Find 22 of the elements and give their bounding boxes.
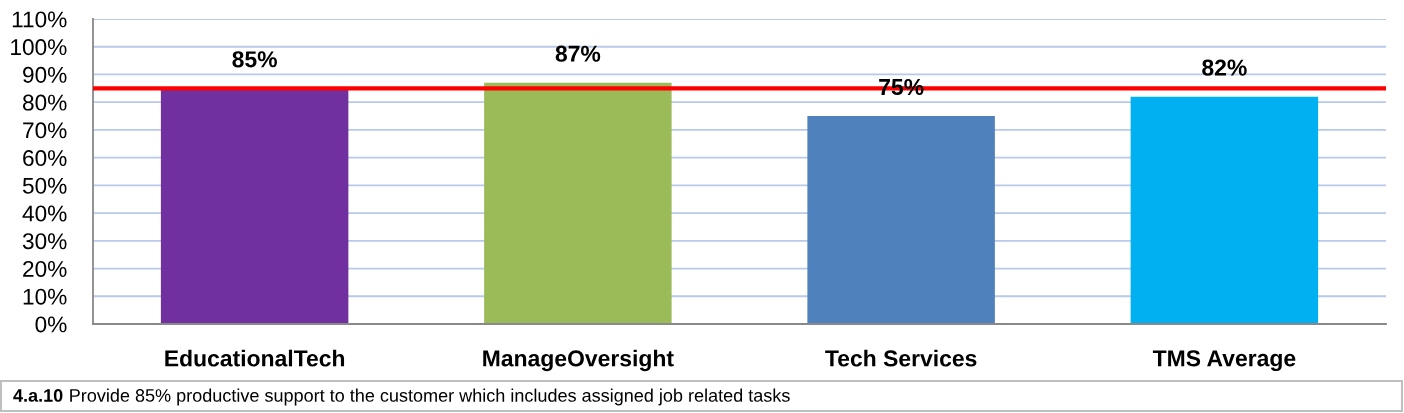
y-tick-label: 80% bbox=[22, 94, 67, 111]
x-tick-label: ManageOversight bbox=[483, 349, 674, 372]
x-tick-label: TMS Average bbox=[1152, 350, 1296, 372]
y-tick-label: 60% bbox=[23, 150, 67, 167]
y-tick-label: 40% bbox=[22, 205, 67, 222]
data-label: 85% bbox=[232, 51, 277, 68]
y-tick-label: 30% bbox=[22, 233, 67, 250]
y-tick-label: 20% bbox=[23, 260, 67, 277]
y-tick-label: 10% bbox=[23, 288, 67, 305]
y-tick-label: 90% bbox=[23, 66, 67, 83]
y-tick-label: 50% bbox=[22, 177, 67, 194]
y-tick-label: 70% bbox=[23, 122, 67, 139]
y-tick-label: 110% bbox=[12, 11, 67, 28]
text: Provide 85% productive support to the customer which includes assigned job related tasks bbox=[70, 388, 790, 406]
data-label: 82% bbox=[1202, 59, 1247, 76]
x-tick-label: Tech Services bbox=[825, 349, 977, 367]
text: 4.a.10 bbox=[13, 389, 63, 402]
x-tick-label: EducationalTech bbox=[165, 349, 345, 367]
y-tick-label: 0% bbox=[35, 316, 67, 333]
data-label: 75% bbox=[879, 78, 924, 96]
y-tick-label: 100% bbox=[11, 39, 67, 56]
data-label: 87% bbox=[555, 45, 601, 62]
